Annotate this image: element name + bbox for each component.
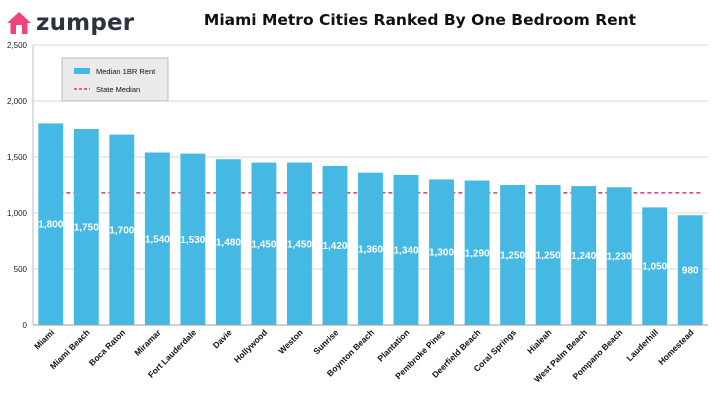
- data-label: 1,420: [322, 241, 347, 252]
- data-label: 1,450: [287, 239, 312, 250]
- x-tick-label: Hollywood: [232, 327, 269, 364]
- data-label: 1,340: [394, 245, 419, 256]
- y-tick-label: 0: [23, 321, 28, 330]
- house-icon: [7, 12, 31, 34]
- data-label: 1,540: [145, 234, 170, 245]
- bar: [287, 162, 312, 325]
- legend-entry: Median 1BR Rent: [96, 67, 156, 76]
- bar: [358, 172, 383, 325]
- zumper-logo: zumper: [6, 8, 134, 38]
- data-label: 1,360: [358, 244, 383, 255]
- y-tick-label: 2,500: [7, 41, 28, 50]
- data-label: 1,300: [429, 248, 454, 259]
- data-label: 1,450: [251, 239, 276, 250]
- bar: [393, 174, 419, 325]
- legend-swatch-bar: [74, 68, 90, 74]
- y-tick-label: 500: [14, 265, 28, 274]
- legend-entry: State Median: [96, 85, 140, 94]
- y-tick-label: 2,000: [7, 97, 28, 106]
- bar: [429, 179, 454, 325]
- bar: [180, 153, 206, 325]
- bar: [144, 152, 170, 325]
- bar: [571, 186, 597, 325]
- bar: [464, 180, 490, 325]
- data-label: 1,480: [216, 238, 241, 249]
- x-tick-label: Miami: [32, 327, 56, 351]
- x-tick-label: Miramar: [132, 327, 163, 358]
- x-tick-label: Lauderhill: [624, 327, 660, 363]
- bar: [606, 187, 632, 325]
- x-tick-label: Sunrise: [311, 327, 340, 356]
- y-tick-label: 1,000: [7, 209, 28, 218]
- bar: [215, 159, 241, 325]
- chart-title: Miami Metro Cities Ranked By One Bedroom…: [203, 11, 637, 29]
- y-tick-label: 1,500: [7, 153, 28, 162]
- x-tick-label: Plantation: [375, 327, 411, 363]
- bars: 1,800 1,750 1,700 1,540 1,530 1,480 1,450 1,450…: [38, 123, 703, 326]
- data-label: 1,530: [180, 235, 205, 246]
- data-label: 1,800: [38, 220, 63, 231]
- x-tick-label: Hialeah: [525, 327, 553, 355]
- bar: [251, 162, 277, 325]
- data-label: 1,250: [536, 251, 561, 262]
- bar: [73, 129, 99, 325]
- bar: [535, 185, 561, 325]
- legend: Median 1BR Rent State Median: [61, 57, 169, 102]
- legend-box: [61, 57, 169, 102]
- data-label: 980: [682, 266, 699, 277]
- data-label: 1,750: [74, 223, 99, 234]
- x-tick-label: Homestead: [656, 327, 695, 366]
- x-tick-label: Boca Raton: [87, 327, 127, 367]
- data-label: 1,050: [642, 262, 667, 273]
- data-label: 1,290: [465, 248, 490, 259]
- bar: [500, 185, 526, 325]
- brand-name: zumper: [36, 10, 135, 36]
- data-label: 1,250: [500, 251, 525, 262]
- data-label: 1,230: [607, 252, 632, 263]
- bar: [677, 215, 703, 325]
- bar: [38, 123, 64, 326]
- x-tick-label: Davie: [211, 327, 234, 350]
- x-tick-label: Weston: [276, 327, 305, 356]
- bar: [322, 165, 348, 325]
- bar: [642, 207, 668, 325]
- data-label: 1,240: [571, 251, 596, 262]
- bar: [109, 134, 135, 325]
- data-label: 1,700: [109, 225, 134, 236]
